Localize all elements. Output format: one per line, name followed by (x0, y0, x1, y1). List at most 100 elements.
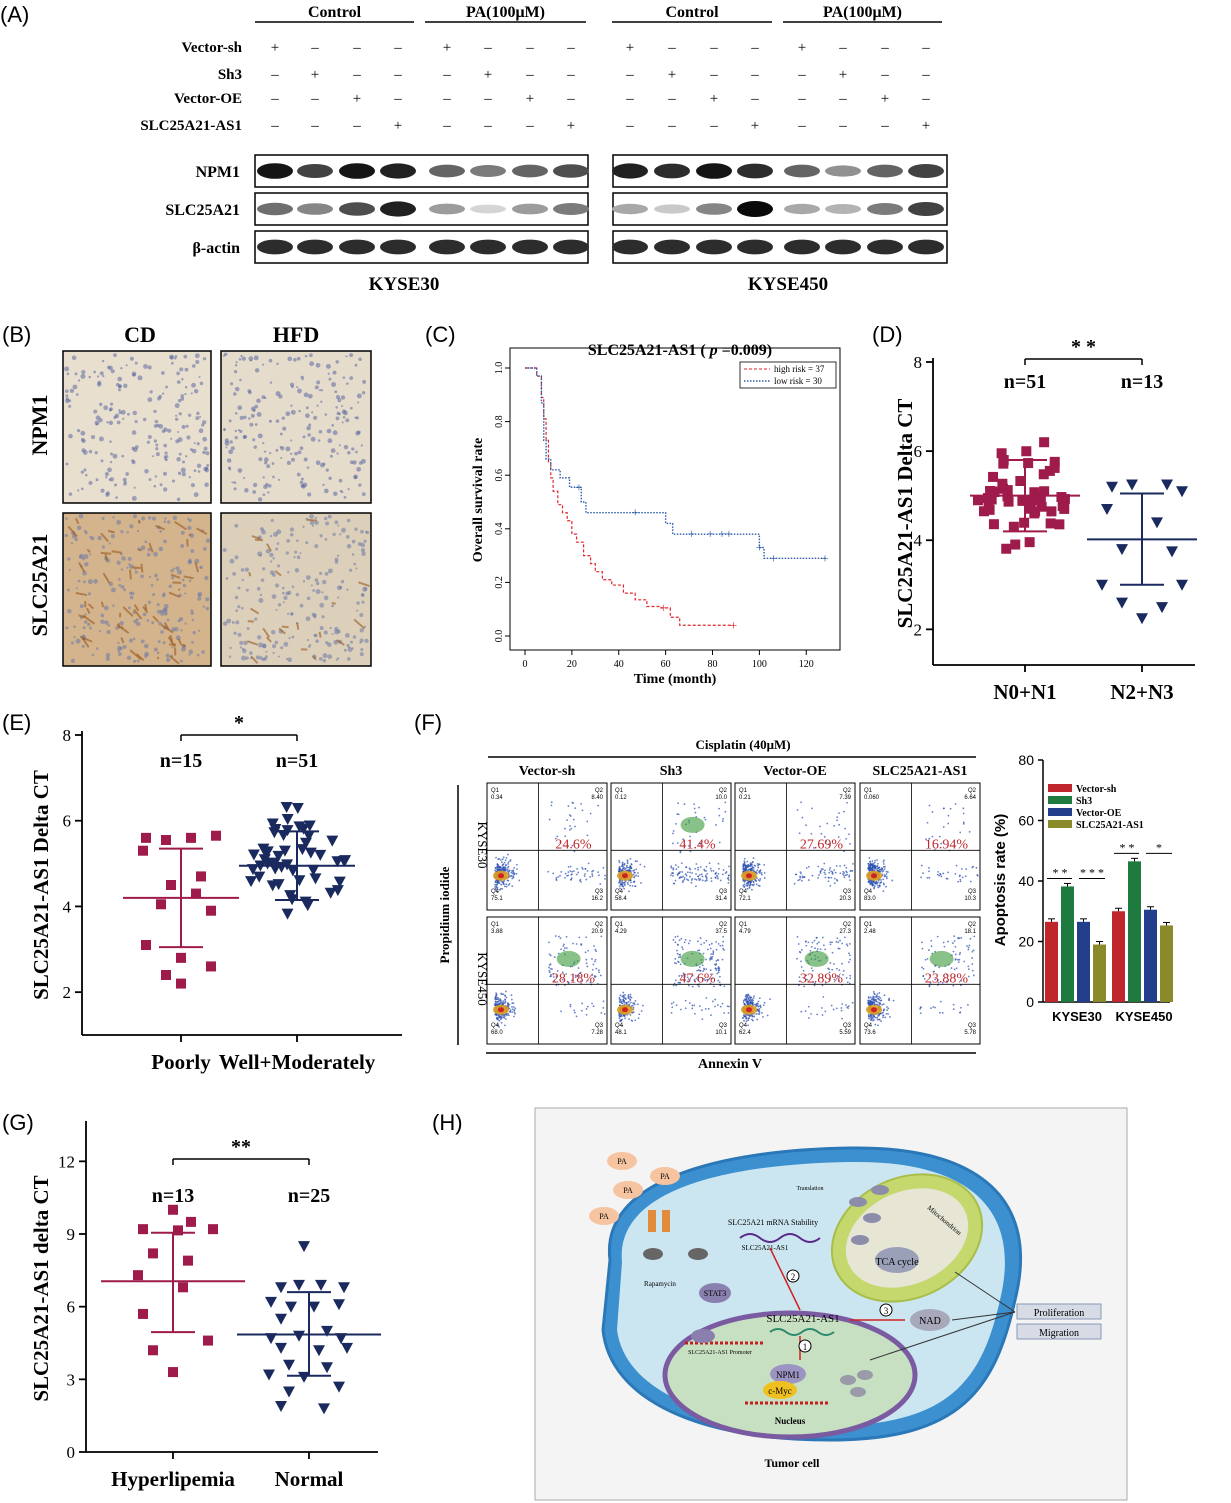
scatter-point-triangle (272, 850, 285, 862)
flow-dot (691, 872, 694, 874)
ihc-nucleus (304, 354, 308, 358)
flow-dot (876, 884, 879, 887)
flow-dot (623, 884, 626, 887)
flow-dot (693, 1004, 696, 1007)
ihc-stain (188, 533, 192, 537)
flow-dot (872, 1016, 875, 1019)
flow-dot (887, 1012, 889, 1015)
flow-dot (709, 867, 712, 870)
ihc-nucleus (311, 411, 314, 414)
ihc-nucleus (296, 555, 301, 560)
ihc-nucleus (254, 423, 258, 426)
flow-dot (848, 874, 851, 877)
flow-dot (599, 974, 602, 977)
blot-label-2: β-actin (192, 240, 240, 257)
km-xlabel: Time (month) (634, 672, 717, 687)
scatter-point-triangle (280, 801, 293, 813)
flow-dot (943, 945, 946, 948)
flow-dot (502, 863, 505, 866)
flow-dot (504, 859, 507, 862)
flow-dot (715, 941, 718, 943)
condition-sign: + (484, 67, 492, 83)
ihc-nucleus (275, 419, 280, 423)
ihc-nucleus (149, 390, 153, 394)
ihc-nucleus (275, 448, 279, 452)
as1-central-label: SLC25A21-AS1 (766, 1313, 839, 1325)
flow-dot (811, 874, 814, 877)
condition-sign: – (310, 40, 319, 56)
ihc-nucleus (297, 388, 302, 394)
flow-dot (504, 869, 507, 872)
ihc-nucleus (301, 484, 306, 489)
ihc-nucleus (349, 353, 354, 358)
ihc-nucleus (287, 571, 290, 574)
ihc-nucleus (263, 450, 267, 453)
ihc-stain (74, 518, 80, 525)
flow-dot (819, 872, 822, 874)
ihc-nucleus (76, 428, 81, 433)
flow-dot (871, 884, 874, 887)
ihc-stain (196, 527, 208, 536)
ihc-nucleus (146, 619, 150, 622)
flow-dot (976, 874, 979, 877)
panel-label-c: (C) (425, 322, 456, 347)
flow-dot (884, 865, 886, 868)
flow-dot (763, 1001, 766, 1004)
ihc-nucleus (247, 417, 251, 420)
ihc-nucleus (101, 516, 105, 520)
km-xtick-label: 20 (567, 659, 577, 670)
flow-dot (560, 871, 563, 873)
ihc-nucleus (314, 544, 319, 549)
ihc-nucleus (351, 539, 356, 544)
npm1-label: NPM1 (776, 1370, 800, 1380)
ihc-nucleus (331, 604, 334, 608)
ihc-nucleus (98, 436, 104, 442)
ihc-stain (250, 655, 259, 664)
flow-dot (640, 882, 642, 884)
scatter-point-triangle (253, 871, 266, 883)
flow-dot (567, 874, 570, 877)
ihc-nucleus (336, 657, 340, 660)
ihc-nucleus (325, 468, 329, 472)
ihc-nucleus (176, 457, 181, 462)
flow-dot (879, 1002, 882, 1005)
ihc-nucleus (360, 444, 363, 447)
ihc-nucleus (133, 486, 136, 489)
flow-title: Cisplatin (40μM) (695, 737, 790, 752)
scatter-point-triangle (1166, 546, 1178, 558)
flow-dot (579, 971, 582, 974)
flow-dot (758, 1011, 761, 1014)
flow-dot (631, 1020, 634, 1022)
flow-dot (510, 994, 513, 997)
ihc-nucleus (103, 405, 109, 411)
flow-dot (796, 957, 798, 960)
flow-dot (805, 867, 808, 869)
flow-dot (963, 960, 966, 963)
flow-dot (822, 996, 825, 998)
flow-dot (505, 883, 508, 886)
scatter-point-square (138, 1308, 148, 1319)
flow-dot (585, 958, 588, 961)
ihc-nucleus (144, 468, 149, 474)
ihc-nucleus (287, 612, 290, 616)
ihc-nucleus (241, 356, 246, 361)
ihc-nucleus (346, 643, 350, 648)
ihc-nucleus (302, 435, 306, 439)
ihc-nucleus (112, 453, 118, 459)
flow-dot (870, 998, 873, 1001)
flow-dot (705, 996, 708, 999)
condition-sign: – (667, 40, 676, 56)
flow-quad-name: Q1 (491, 922, 500, 928)
pa-label-2: PA (623, 1186, 633, 1195)
flow-dot (570, 877, 573, 880)
flow-dot (938, 835, 941, 838)
ihc-nucleus (334, 390, 338, 394)
flow-dot (619, 999, 622, 1001)
ihc-nucleus (153, 551, 158, 557)
flow-dot (563, 949, 565, 952)
flow-dot (681, 948, 684, 951)
bar-ytick-label: 60 (1018, 813, 1034, 829)
target-protein (857, 1370, 873, 1380)
flow-dot (757, 1000, 760, 1003)
ihc-stain (87, 603, 95, 610)
